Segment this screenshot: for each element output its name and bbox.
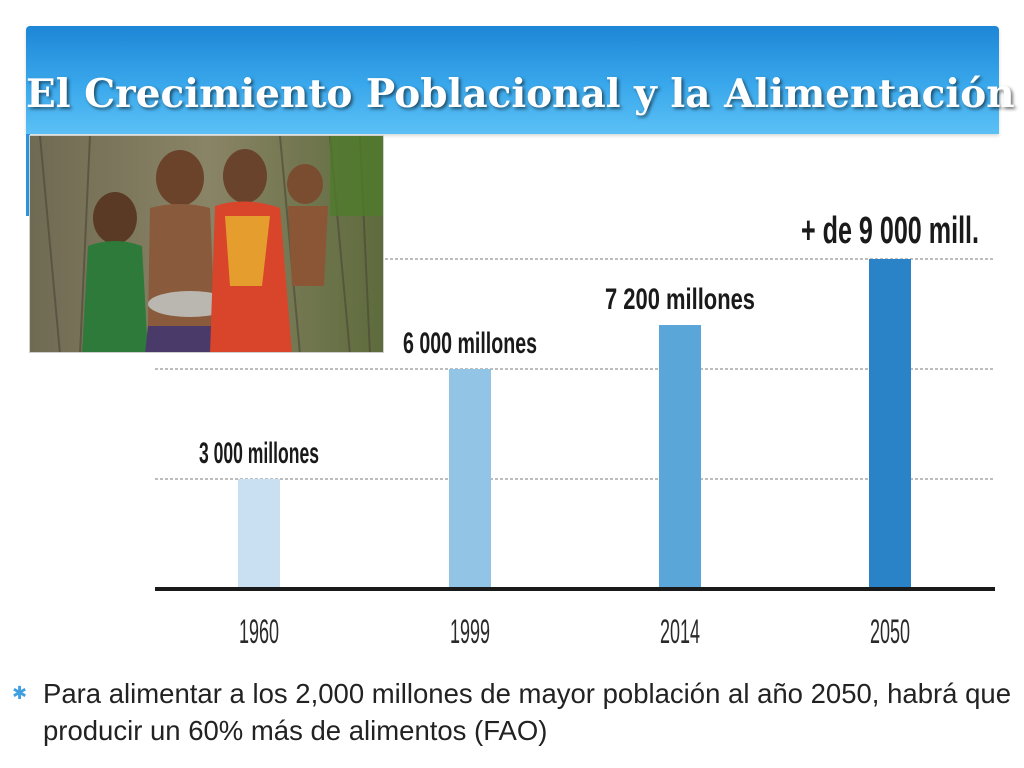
data-label-2050: + de 9 000 mill. (801, 210, 979, 252)
x-tick-label-2014: 2014 (660, 613, 700, 651)
bar-1960 (238, 479, 280, 589)
bar-1999 (449, 369, 491, 589)
bar-2014 (659, 325, 701, 589)
title-accent-line (26, 134, 30, 216)
family-photo (29, 135, 384, 353)
data-label-2014: 7 200 millones (605, 283, 755, 316)
x-tick-label-1999: 1999 (450, 613, 490, 651)
bar-2050 (869, 259, 911, 589)
data-label-1999: 6 000 millones (403, 327, 537, 360)
x-tick-label-1960: 1960 (239, 613, 279, 651)
slide-title: El Crecimiento Poblacional y la Alimenta… (26, 71, 1015, 117)
bullet-asterisk-icon: ✱ (12, 683, 28, 703)
footer-note: Para alimentar a los 2,000 millones de m… (43, 678, 1011, 746)
population-bar-chart: 3 000 millones 1960 6 000 millones 1999 7 20… (155, 210, 995, 651)
x-tick-label-2050: 2050 (870, 613, 910, 651)
title-bar: El Crecimiento Poblacional y la Alimenta… (26, 26, 1015, 134)
data-label-1960: 3 000 millones (199, 437, 319, 470)
